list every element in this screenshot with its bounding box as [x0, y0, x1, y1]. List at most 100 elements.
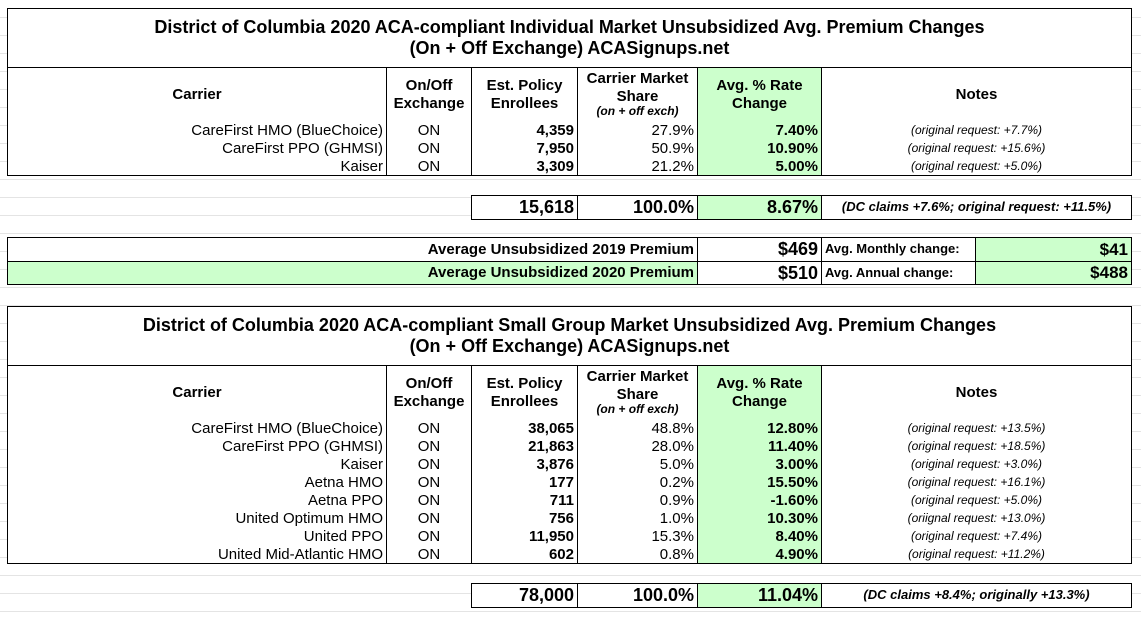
exchange: ON [386, 455, 472, 474]
premium-label: Average Unsubsidized 2020 Premium [7, 261, 698, 285]
carrier-name: Kaiser [7, 455, 387, 474]
market-share: 50.9% [577, 139, 698, 158]
change-value: $488 [975, 261, 1132, 285]
total-rate: 11.04% [697, 583, 822, 608]
table-title: District of Columbia 2020 ACA-compliant … [7, 8, 1132, 68]
header-notes: Notes [821, 365, 1132, 420]
carrier-name: United Optimum HMO [7, 509, 387, 528]
exchange: ON [386, 509, 472, 528]
carrier-name: CareFirst HMO (BlueChoice) [7, 121, 387, 140]
premium-value: $510 [697, 261, 822, 285]
enrollees: 711 [471, 491, 578, 510]
note: (original request: +13.5%) [821, 419, 1132, 438]
exchange: ON [386, 437, 472, 456]
carrier-name: United Mid-Atlantic HMO [7, 545, 387, 564]
exchange: ON [386, 491, 472, 510]
note: (original request: +5.0%) [821, 157, 1132, 176]
enrollees: 3,309 [471, 157, 578, 176]
enrollees: 11,950 [471, 527, 578, 546]
header-exchange: On/Off Exchange [386, 365, 472, 420]
note: (original request: +16.1%) [821, 473, 1132, 492]
carrier-name: CareFirst PPO (GHMSI) [7, 437, 387, 456]
header-share-note: (on + off exch) [596, 401, 679, 416]
enrollees: 3,876 [471, 455, 578, 474]
exchange: ON [386, 157, 472, 176]
note: (original request: +11.2%) [821, 545, 1132, 564]
market-share: 48.8% [577, 419, 698, 438]
header-enrollees: Est. Policy Enrollees [471, 67, 578, 122]
header-share-note: (on + off exch) [596, 103, 679, 118]
note: (original request: +7.4%) [821, 527, 1132, 546]
header-share: Carrier Market Share (on + off exch) [577, 67, 698, 122]
market-share: 27.9% [577, 121, 698, 140]
market-share: 1.0% [577, 509, 698, 528]
enrollees: 21,863 [471, 437, 578, 456]
header-carrier: Carrier [7, 365, 387, 420]
rate-change: 15.50% [697, 473, 822, 492]
exchange: ON [386, 473, 472, 492]
header-carrier: Carrier [7, 67, 387, 122]
market-share: 15.3% [577, 527, 698, 546]
header-share-title: Carrier Market Share [586, 368, 689, 403]
note: (oriignal request: +13.0%) [821, 509, 1132, 528]
table-bottom-border [7, 175, 1132, 176]
exchange: ON [386, 419, 472, 438]
title-line: District of Columbia 2020 ACA-compliant … [154, 17, 985, 38]
rate-change: 8.40% [697, 527, 822, 546]
exchange: ON [386, 121, 472, 140]
total-enrollees: 15,618 [471, 195, 578, 220]
exchange: ON [386, 139, 472, 158]
market-share: 5.0% [577, 455, 698, 474]
note: (original request: +18.5%) [821, 437, 1132, 456]
market-share: 0.2% [577, 473, 698, 492]
enrollees: 7,950 [471, 139, 578, 158]
change-label: Avg. Annual change: [821, 261, 976, 285]
rate-change: 5.00% [697, 157, 822, 176]
title-line: District of Columbia 2020 ACA-compliant … [142, 315, 997, 336]
market-share: 0.9% [577, 491, 698, 510]
header-notes: Notes [821, 67, 1132, 122]
note: (original request: +15.6%) [821, 139, 1132, 158]
exchange: ON [386, 527, 472, 546]
enrollees: 177 [471, 473, 578, 492]
note: (original request: +3.0%) [821, 455, 1132, 474]
rate-change: -1.60% [697, 491, 822, 510]
enrollees: 4,359 [471, 121, 578, 140]
market-share: 28.0% [577, 437, 698, 456]
change-label: Avg. Monthly change: [821, 237, 976, 262]
rate-change: 11.40% [697, 437, 822, 456]
change-value: $41 [975, 237, 1132, 262]
header-exchange: On/Off Exchange [386, 67, 472, 122]
carrier-name: Kaiser [7, 157, 387, 176]
rate-change: 10.90% [697, 139, 822, 158]
header-share: Carrier Market Share (on + off exch) [577, 365, 698, 420]
rate-change: 4.90% [697, 545, 822, 564]
rate-change: 12.80% [697, 419, 822, 438]
header-share-title: Carrier Market Share [586, 70, 689, 105]
carrier-name: CareFirst PPO (GHMSI) [7, 139, 387, 158]
rate-change: 10.30% [697, 509, 822, 528]
total-rate: 8.67% [697, 195, 822, 220]
table-title: District of Columbia 2020 ACA-compliant … [7, 306, 1132, 366]
total-share: 100.0% [577, 583, 698, 608]
market-share: 0.8% [577, 545, 698, 564]
premium-label: Average Unsubsidized 2019 Premium [7, 237, 698, 262]
carrier-name: United PPO [7, 527, 387, 546]
enrollees: 602 [471, 545, 578, 564]
note: (original request: +5.0%) [821, 491, 1132, 510]
note: (original request: +7.7%) [821, 121, 1132, 140]
carrier-name: CareFirst HMO (BlueChoice) [7, 419, 387, 438]
enrollees: 38,065 [471, 419, 578, 438]
rate-change: 3.00% [697, 455, 822, 474]
carrier-name: Aetna HMO [7, 473, 387, 492]
carrier-name: Aetna PPO [7, 491, 387, 510]
total-enrollees: 78,000 [471, 583, 578, 608]
title-line: (On + Off Exchange) ACASignups.net [409, 336, 730, 356]
exchange: ON [386, 545, 472, 564]
header-rate: Avg. % Rate Change [697, 365, 822, 420]
total-note: (DC claims +8.4%; originally +13.3%) [821, 583, 1132, 608]
header-rate: Avg. % Rate Change [697, 67, 822, 122]
market-share: 21.2% [577, 157, 698, 176]
